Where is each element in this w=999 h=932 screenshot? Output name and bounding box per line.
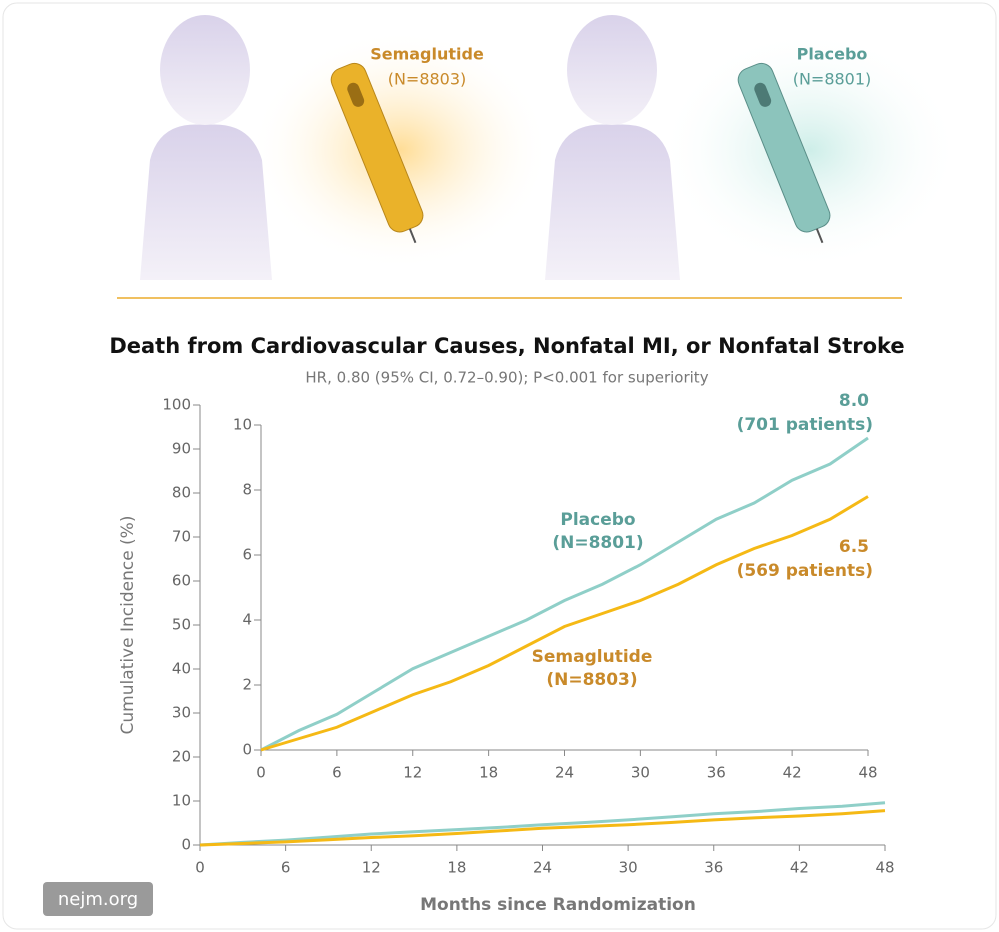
- y-tick-label: 100: [162, 396, 191, 414]
- end-note: (701 patients): [737, 415, 873, 435]
- chart-subtitle: HR, 0.80 (95% CI, 0.72–0.90); P<0.001 fo…: [305, 369, 708, 387]
- group-n: (N=8803): [388, 70, 467, 89]
- y-tick-label: 8: [242, 481, 252, 499]
- y-tick-label: 6: [242, 546, 252, 564]
- y-tick-label: 70: [172, 528, 191, 546]
- x-tick-label: 0: [256, 764, 266, 782]
- series-line: [199, 809, 886, 847]
- y-tick-label: 20: [172, 748, 191, 766]
- x-tick-label: 48: [858, 764, 877, 782]
- group-n: (N=8801): [793, 70, 872, 89]
- series-n: (N=8803): [546, 670, 637, 690]
- x-axis-label: Months since Randomization: [420, 895, 696, 915]
- pen: [737, 62, 831, 244]
- y-tick-label: 0: [181, 836, 191, 854]
- group-label: Semaglutide: [370, 45, 484, 64]
- x-tick-label: 18: [479, 764, 498, 782]
- x-tick-label: 24: [533, 859, 552, 877]
- y-tick-label: 2: [242, 676, 252, 694]
- x-tick-label: 6: [281, 859, 291, 877]
- silhouette: [140, 15, 960, 280]
- end-note: (569 patients): [737, 561, 873, 581]
- watermark-box: [43, 882, 153, 916]
- y-axis-label: Cumulative Incidence (%): [118, 516, 138, 735]
- y-tick-label: 0: [242, 741, 252, 759]
- y-tick-label: 30: [172, 704, 191, 722]
- series-name: Placebo: [560, 510, 635, 530]
- y-tick-label: 80: [172, 484, 191, 502]
- x-tick-label: 0: [195, 859, 205, 877]
- y-tick-label: 60: [172, 572, 191, 590]
- y-tick-label: 40: [172, 660, 191, 678]
- x-tick-label: 48: [875, 859, 894, 877]
- x-tick-label: 12: [403, 764, 422, 782]
- x-tick-label: 42: [790, 859, 809, 877]
- x-tick-label: 36: [707, 764, 726, 782]
- series-line: [260, 436, 869, 752]
- y-tick-label: 10: [172, 792, 191, 810]
- x-tick-label: 30: [619, 859, 638, 877]
- end-label: 6.5: [839, 537, 869, 557]
- series-line: [260, 495, 869, 752]
- series-name: Semaglutide: [532, 647, 653, 667]
- x-tick-label: 24: [555, 764, 574, 782]
- y-tick-label: 4: [242, 611, 252, 629]
- x-tick-label: 18: [447, 859, 466, 877]
- x-tick-label: 30: [631, 764, 650, 782]
- y-tick-label: 50: [172, 616, 191, 634]
- x-tick-label: 42: [783, 764, 802, 782]
- watermark: nejm.org: [58, 889, 138, 910]
- y-tick-label: 90: [172, 440, 191, 458]
- x-tick-label: 12: [362, 859, 381, 877]
- group-label: Placebo: [797, 45, 868, 64]
- pen: [330, 62, 424, 244]
- series-line: [199, 801, 886, 847]
- series-n: (N=8801): [552, 533, 643, 553]
- x-tick-label: 6: [332, 764, 342, 782]
- y-tick-label: 10: [233, 416, 252, 434]
- x-tick-label: 36: [704, 859, 723, 877]
- chart-title: Death from Cardiovascular Causes, Nonfat…: [109, 334, 904, 358]
- end-label: 8.0: [839, 391, 869, 411]
